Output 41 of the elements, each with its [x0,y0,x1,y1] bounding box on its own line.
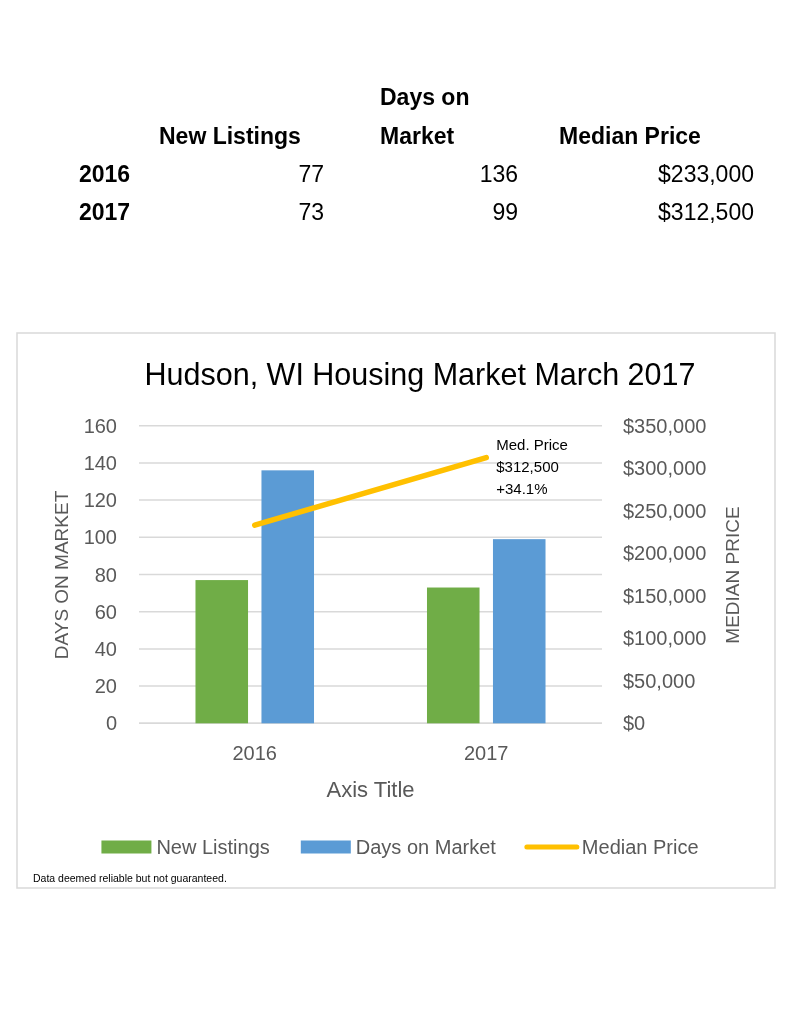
y2-tick-label: $200,000 [623,542,707,565]
text: $233,000 [658,160,754,187]
x-axis-title: Axis Title [326,777,415,802]
y-tick-label: 20 [94,675,117,698]
category-label: New Listings [159,122,301,149]
y-tick-label: 120 [83,489,117,512]
legend-label: New Listings [156,836,270,858]
y-tick-label: 40 [94,637,117,660]
y2-tick-label: $250,000 [623,499,707,522]
text: Data deemed reliable but not guaranteed. [33,872,227,884]
y2-axis-title: MEDIAN PRICE [721,506,743,644]
annotation: Med. Price $312,500 +34.1% [496,435,568,497]
category-label: Median Price [559,122,701,149]
text: 99 [492,199,518,225]
y2-tick-label: $50,000 [623,669,696,692]
bar [492,539,546,724]
bar [261,470,315,724]
y2-tick-label: $150,000 [623,584,707,607]
bar [195,580,249,724]
category-label: 2017 [79,199,131,225]
y-tick-label: 80 [94,563,117,586]
y2-tick-label: $100,000 [623,627,707,650]
y-tick-label: 100 [83,526,117,549]
y-tick-label: 140 [83,451,117,474]
text: 77 [298,160,324,187]
y2-tick-label: $300,000 [623,457,707,480]
y-tick-label: 60 [94,600,117,623]
y-axis-title: DAYS ON MARKET [50,490,72,660]
chart-title: Hudson, WI Housing Market March 2017 [144,357,696,392]
category-label: Days on Market [380,84,470,149]
text: 73 [298,199,324,225]
y2-tick-label: $350,000 [623,414,707,437]
text: 136 [479,160,518,187]
bar [426,587,480,724]
text: $312,500 [658,199,754,225]
legend-label: Median Price [581,836,699,858]
y-tick-label: 0 [105,712,117,735]
legend-label: Days on Market [355,836,497,858]
category-label: 2016 [79,160,131,187]
y2-tick-label: $0 [623,712,646,735]
y-tick-label: 160 [83,414,117,437]
